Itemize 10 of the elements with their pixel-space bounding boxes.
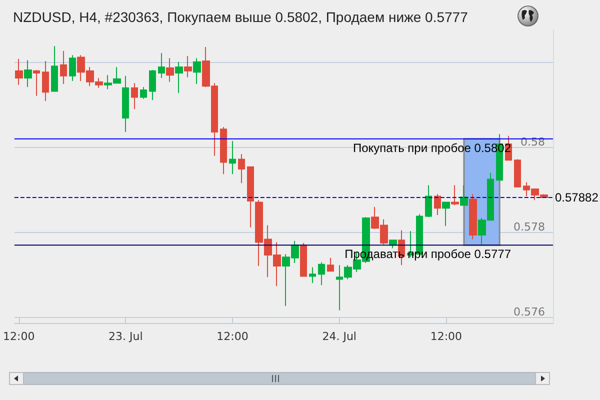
y-tick-label: 0.58 (520, 135, 545, 148)
ref-line-label: 0.57882 (555, 190, 599, 205)
x-tick-label: 12:00 (216, 330, 248, 343)
y-tick-label: 0.576 (514, 305, 545, 318)
y-tick-label: 0.578 (514, 220, 545, 234)
x-tick-label: 12:00 (430, 330, 462, 343)
x-tick-label: 12:00 (3, 330, 35, 343)
x-tick-label: 23. Jul (108, 330, 143, 343)
x-tick-label: 24. Jul (322, 330, 356, 343)
chart-title: NZDUSD, H4, #230363, Покупаем выше 0.5802, Продаем ниже 0.5777 (13, 9, 468, 25)
